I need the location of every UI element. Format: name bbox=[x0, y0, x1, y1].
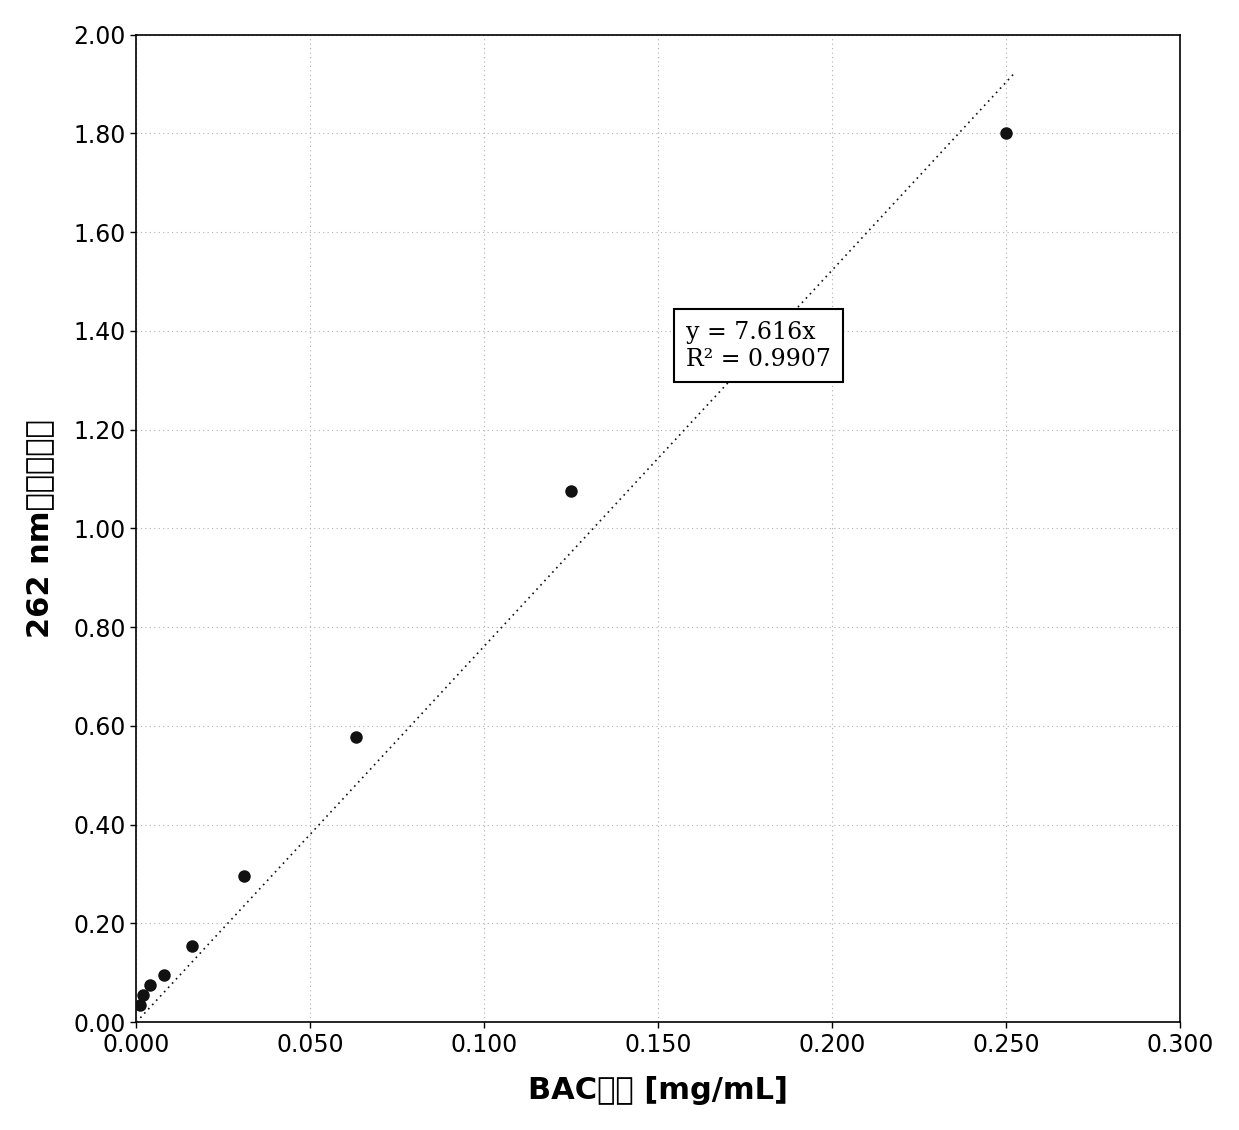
Point bbox=[155, 966, 175, 984]
X-axis label: BAC浓度 [mg/mL]: BAC浓度 [mg/mL] bbox=[528, 1076, 788, 1105]
Point bbox=[346, 728, 366, 746]
Point bbox=[130, 996, 150, 1014]
Y-axis label: 262 nm处的吸光度: 262 nm处的吸光度 bbox=[25, 419, 55, 637]
Text: y = 7.616x
R² = 0.9907: y = 7.616x R² = 0.9907 bbox=[686, 321, 831, 371]
Point bbox=[134, 986, 154, 1005]
Point bbox=[561, 483, 581, 501]
Point bbox=[182, 937, 202, 955]
Point bbox=[234, 868, 254, 886]
Point bbox=[140, 976, 160, 994]
Point bbox=[996, 124, 1016, 142]
